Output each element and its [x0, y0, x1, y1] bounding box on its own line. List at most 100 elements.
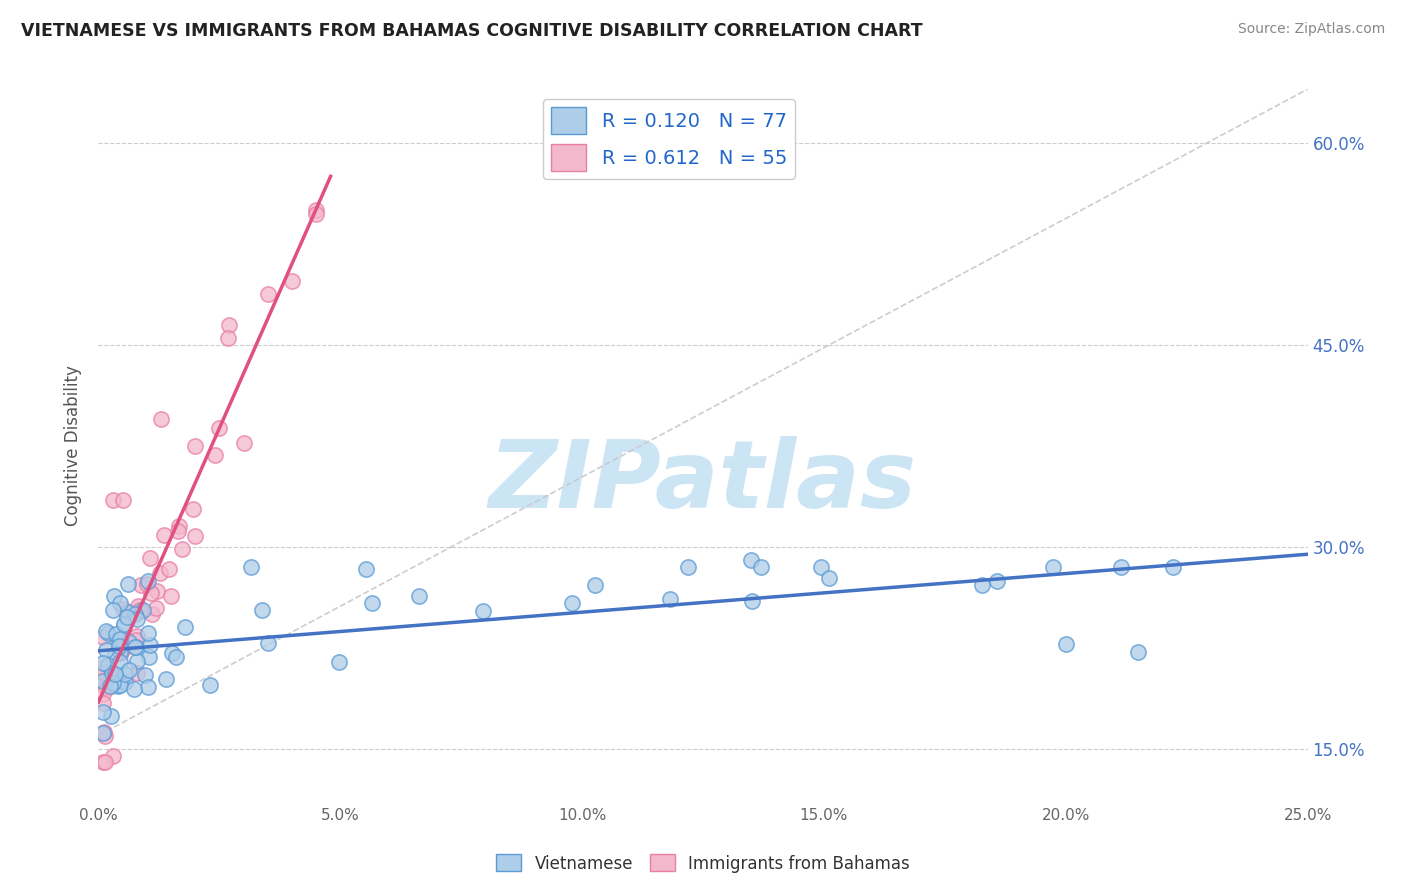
Point: [218, 318, 240, 332]
Point: [256, 636, 278, 650]
Point: [136, 625, 159, 640]
Point: [153, 528, 176, 542]
Point: [91, 687, 114, 701]
Point: [139, 586, 162, 600]
Point: [98, 680, 121, 694]
Point: [198, 677, 221, 691]
Point: [305, 207, 328, 221]
Point: [114, 667, 136, 681]
Point: [111, 492, 134, 507]
Point: [139, 638, 162, 652]
Point: [127, 665, 149, 680]
Point: [110, 673, 132, 688]
Point: [117, 605, 139, 619]
Legend: R = 0.120   N = 77, R = 0.612   N = 55: R = 0.120 N = 77, R = 0.612 N = 55: [544, 99, 794, 179]
Point: [124, 640, 146, 655]
Point: [93, 706, 115, 720]
Point: [91, 630, 114, 644]
Point: [103, 589, 125, 603]
Point: [184, 439, 207, 453]
Point: [100, 708, 122, 723]
Point: [132, 603, 155, 617]
Point: [108, 678, 131, 692]
Point: [1161, 560, 1184, 574]
Point: [93, 725, 115, 739]
Point: [125, 640, 148, 654]
Y-axis label: Cognitive Disability: Cognitive Disability: [65, 366, 83, 526]
Point: [740, 553, 762, 567]
Point: [91, 660, 114, 674]
Point: [93, 756, 115, 770]
Point: [94, 666, 117, 681]
Point: [150, 412, 173, 426]
Point: [328, 655, 350, 669]
Point: [145, 583, 167, 598]
Point: [108, 640, 131, 654]
Point: [818, 571, 841, 585]
Point: [184, 529, 207, 543]
Point: [91, 756, 114, 770]
Point: [208, 420, 231, 434]
Point: [167, 524, 190, 539]
Point: [111, 602, 134, 616]
Point: [94, 680, 117, 694]
Point: [129, 577, 152, 591]
Point: [101, 748, 124, 763]
Point: [157, 562, 180, 576]
Point: [118, 663, 141, 677]
Point: [101, 492, 124, 507]
Point: [110, 655, 132, 669]
Point: [165, 650, 187, 665]
Point: [217, 331, 239, 345]
Point: [125, 612, 148, 626]
Point: [91, 656, 114, 670]
Point: [240, 560, 263, 574]
Point: [118, 635, 141, 649]
Point: [181, 502, 204, 516]
Point: [101, 602, 124, 616]
Point: [749, 560, 772, 574]
Point: [741, 593, 763, 607]
Point: [354, 561, 377, 575]
Point: [136, 680, 159, 694]
Point: [160, 589, 183, 603]
Point: [174, 620, 197, 634]
Point: [970, 578, 993, 592]
Point: [98, 670, 121, 684]
Point: [305, 203, 328, 218]
Point: [91, 725, 114, 739]
Point: [204, 448, 226, 462]
Point: [1054, 637, 1077, 651]
Point: [114, 640, 136, 654]
Point: [134, 668, 156, 682]
Legend: Vietnamese, Immigrants from Bahamas: Vietnamese, Immigrants from Bahamas: [489, 847, 917, 880]
Point: [125, 633, 148, 648]
Point: [676, 560, 699, 574]
Point: [118, 635, 141, 649]
Point: [127, 599, 149, 614]
Point: [128, 603, 150, 617]
Point: [115, 609, 138, 624]
Point: [986, 574, 1008, 588]
Point: [252, 603, 274, 617]
Point: [110, 596, 132, 610]
Point: [108, 632, 131, 647]
Point: [101, 665, 124, 680]
Point: [112, 618, 135, 632]
Point: [110, 647, 132, 661]
Point: [138, 649, 160, 664]
Point: [149, 566, 172, 580]
Point: [136, 576, 159, 591]
Point: [472, 604, 495, 618]
Point: [94, 624, 117, 638]
Point: [114, 675, 136, 690]
Point: [118, 638, 141, 652]
Point: [360, 597, 382, 611]
Point: [91, 673, 114, 688]
Point: [91, 678, 114, 692]
Point: [104, 627, 127, 641]
Point: [127, 629, 149, 643]
Point: [155, 672, 177, 686]
Point: [167, 518, 190, 533]
Point: [1128, 645, 1150, 659]
